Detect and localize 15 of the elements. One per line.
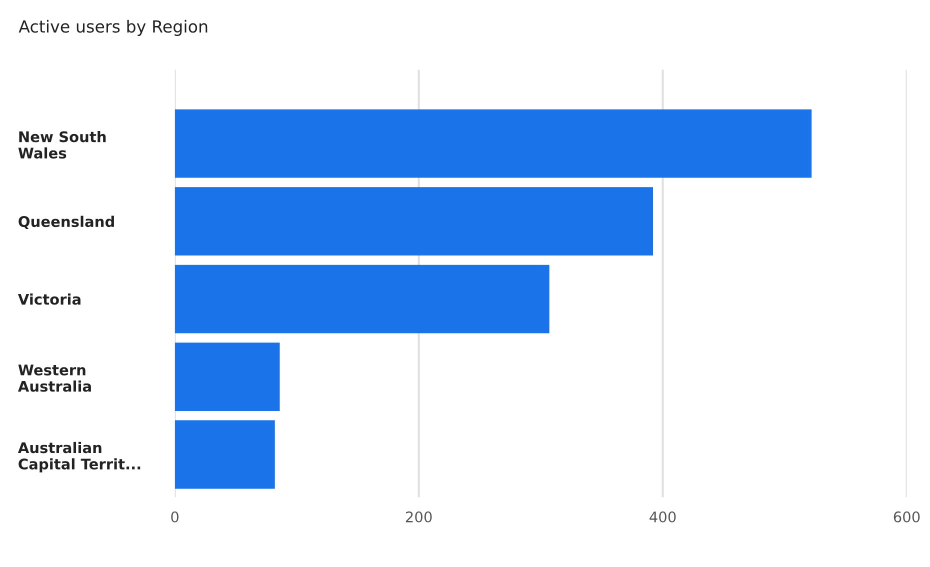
y-tick-label: Victoria (18, 294, 80, 305)
bar (174, 420, 275, 489)
bar (174, 264, 550, 334)
bar (174, 109, 812, 178)
bar (174, 187, 654, 256)
y-tick-label: Australian Capital Territ... (18, 442, 140, 472)
y-tick-label: Queensland (18, 216, 114, 229)
x-tick-label: 400 (650, 511, 676, 522)
x-tick-label: 200 (406, 511, 432, 522)
y-tick-label: New South Wales (18, 130, 106, 159)
bar (174, 342, 280, 411)
x-tick-label: 600 (894, 511, 920, 522)
y-tick-label: Western Australia (18, 364, 91, 392)
x-tick-label: 0 (171, 511, 179, 522)
chart-title: Active users by Region (18, 20, 208, 36)
